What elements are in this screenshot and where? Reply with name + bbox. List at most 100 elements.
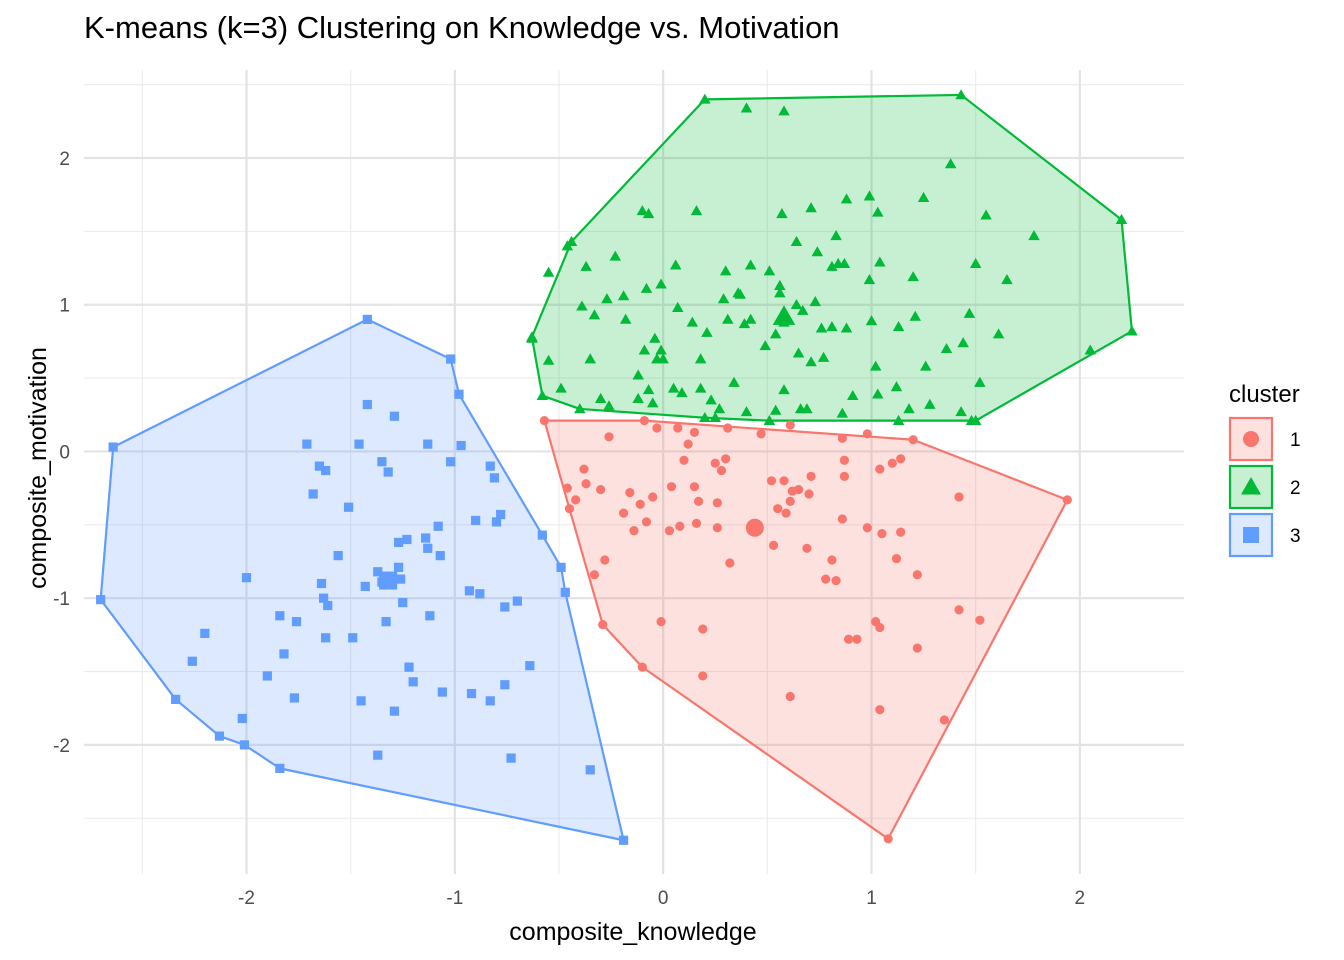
cluster-3-point (314, 461, 325, 471)
cluster-2-point (636, 205, 649, 216)
cluster-1-point (862, 523, 872, 533)
cluster-3-point (425, 611, 435, 621)
cluster-2-point (863, 274, 876, 285)
cluster-2-point (1028, 230, 1040, 241)
cluster-3-point (393, 537, 404, 548)
cluster-2-point (734, 288, 746, 299)
cluster-3-point (512, 596, 522, 606)
cluster-3-point (389, 411, 400, 421)
cluster-1-point (539, 416, 550, 426)
cluster-2-point (744, 259, 757, 270)
cluster-2-point (1001, 274, 1013, 285)
cluster-1-point (877, 529, 887, 539)
cluster-centroids (379, 305, 796, 590)
cluster-1-point (785, 420, 795, 430)
cluster-3-point (408, 677, 418, 687)
cluster-3-point (496, 509, 506, 520)
cluster-1-point (683, 439, 693, 449)
cluster-1-centroid (745, 518, 764, 537)
cluster-2-point (838, 257, 851, 268)
cluster-1-point (664, 526, 675, 536)
cluster-3-point (433, 521, 443, 531)
cluster-3-point (560, 587, 570, 597)
cluster-2-point (526, 332, 538, 343)
legend-label-3: 3 (1290, 526, 1301, 547)
cluster-2-point (769, 328, 782, 339)
cluster-1-point (821, 574, 831, 584)
cluster-1-point (693, 496, 704, 506)
cluster-2-point (1084, 344, 1096, 355)
cluster-3-point (262, 671, 272, 681)
cluster-2-point (642, 208, 655, 219)
cluster-2-point (601, 293, 613, 304)
cluster-3-point (289, 693, 300, 703)
cluster-3-point (466, 688, 477, 699)
cluster-1-point (883, 834, 893, 844)
legend-marker-2 (1241, 477, 1261, 495)
cluster-2-point (603, 400, 615, 411)
cluster-3-point (373, 567, 383, 577)
cluster-1-point (579, 464, 589, 474)
cluster-2-point (667, 382, 680, 393)
x-tick-label: 0 (658, 888, 669, 909)
y-axis-title: composite_motivation (24, 347, 52, 589)
cluster-2-centroid (772, 305, 796, 325)
cluster-2-point (892, 414, 905, 425)
legend: cluster 1 2 3 (1228, 381, 1301, 558)
cluster-2-point (863, 190, 876, 201)
cluster-3-point (475, 589, 485, 599)
cluster-2-point (872, 206, 884, 217)
cluster-1-hull (543, 419, 1069, 840)
cluster-1-point (571, 495, 581, 505)
cluster-2-point (722, 313, 734, 324)
cluster-1-point (723, 423, 733, 433)
cluster-2-point (642, 384, 655, 395)
cluster-2-point (805, 356, 817, 367)
cluster-2-point (694, 353, 707, 364)
cluster-2-point (944, 158, 957, 169)
cluster-3-point (398, 597, 408, 608)
cluster-1-point (679, 455, 689, 465)
cluster-1-point (712, 523, 722, 533)
cluster-2-point (649, 332, 661, 343)
cluster-2-point (759, 340, 771, 351)
cluster-2-point (865, 315, 878, 326)
cluster-2-point (717, 293, 730, 304)
cluster-1-point (852, 634, 862, 644)
cluster-3-point (343, 502, 354, 512)
cluster-2-point (817, 351, 830, 362)
cluster-2-point (705, 394, 717, 405)
cluster-3-point (377, 457, 387, 467)
cluster-2-point (638, 344, 651, 355)
cluster-2-hull (530, 93, 1134, 422)
cluster-3-point (404, 662, 414, 672)
cluster-2-point (617, 290, 630, 301)
y-tick-label: -1 (53, 589, 70, 610)
cluster-2-point (676, 387, 688, 398)
cluster-3-point (556, 562, 566, 572)
cluster-2-point (1126, 325, 1138, 336)
cluster-1-point (896, 527, 906, 537)
cluster-1-point (908, 435, 918, 445)
cluster-2-point (738, 318, 751, 329)
cluster-3-point (393, 562, 404, 572)
cluster-2-point (974, 376, 986, 387)
cluster-3-point (389, 706, 400, 716)
y-tick-label: 2 (59, 149, 70, 170)
cluster-2-point (709, 411, 721, 423)
cluster-1-point (939, 715, 950, 725)
cluster-3-point (435, 551, 445, 561)
cluster-2-point (955, 89, 967, 100)
cluster-2-point (957, 337, 969, 348)
cluster-3-point (187, 656, 197, 666)
legend-label-1: 1 (1290, 430, 1301, 451)
cluster-1-point (598, 619, 608, 630)
cluster-2-point (963, 307, 976, 318)
cluster-3-point (348, 633, 358, 643)
cluster-3-point (618, 835, 629, 845)
cluster-3-point (506, 753, 516, 763)
cluster-3-point (446, 457, 456, 467)
cluster-3-point (381, 617, 391, 627)
cluster-2-point (826, 260, 838, 271)
cluster-2-point (992, 328, 1005, 339)
